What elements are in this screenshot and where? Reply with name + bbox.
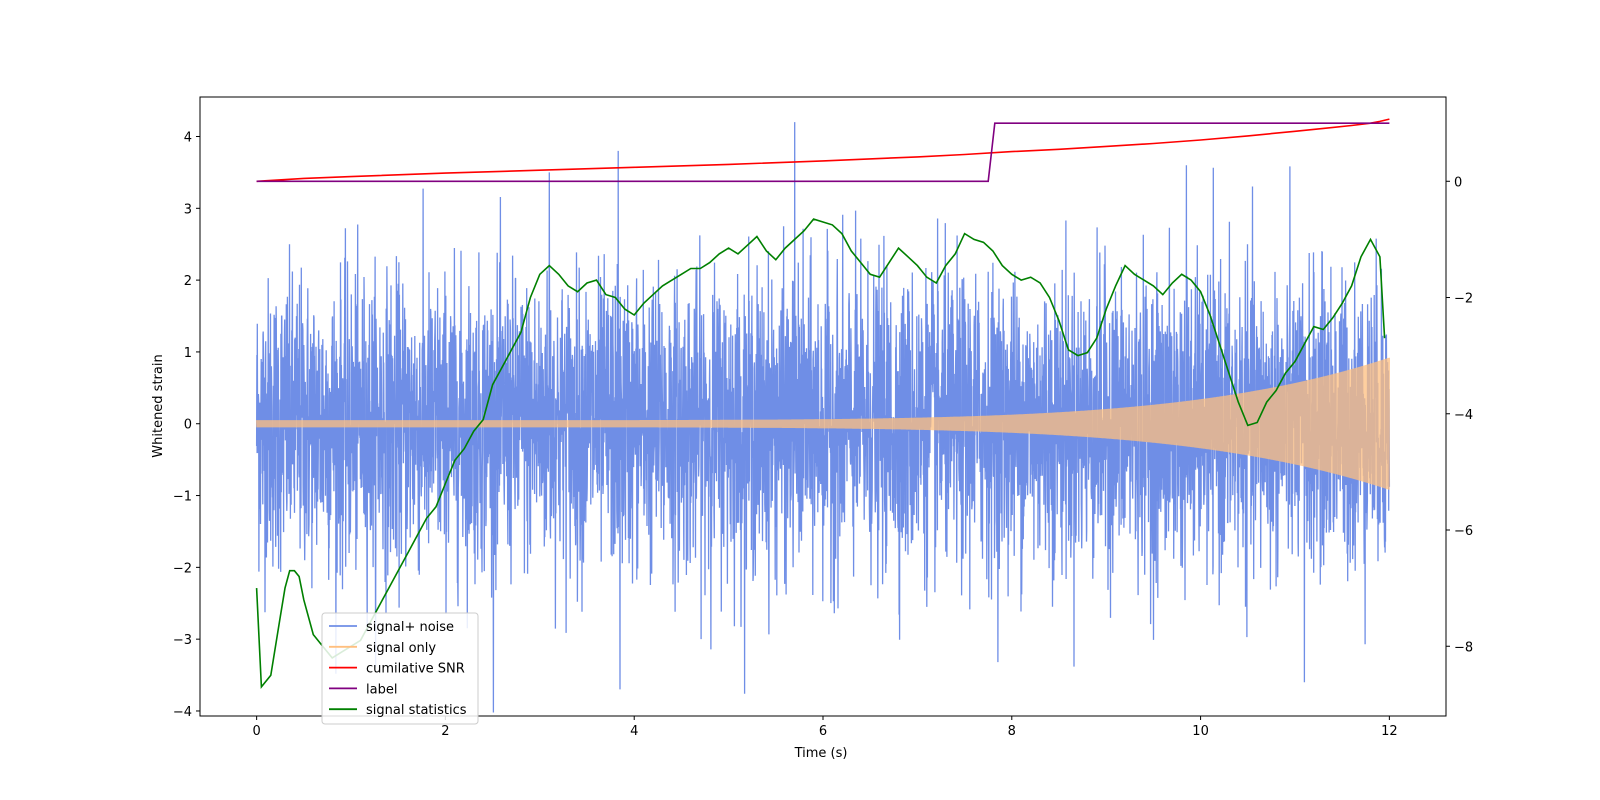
legend: signal+ noise signal only cumilative SNR la… — [321, 612, 479, 725]
y2-tick-label: −6 — [1454, 524, 1473, 539]
legend-box — [321, 612, 479, 725]
x-axis-label: Time (s) — [794, 746, 848, 761]
y-axis-label: Whitened strain — [151, 354, 166, 457]
series-label — [256, 122, 1390, 183]
y-tick-label: 0 — [184, 418, 192, 433]
y-tick-label: −2 — [173, 561, 192, 576]
y-tick-label: −4 — [173, 705, 192, 720]
y2-tick-label: −4 — [1454, 408, 1473, 423]
y-tick-label: 1 — [184, 346, 192, 361]
x-tick-label: 4 — [630, 724, 638, 739]
y-tick-label: 2 — [184, 274, 192, 289]
y-tick-label: 4 — [184, 130, 192, 145]
y-tick-label: −3 — [173, 633, 192, 648]
x-tick-label: 6 — [819, 724, 827, 739]
x-tick-label: 2 — [441, 724, 449, 739]
legend-label-signal-statistics: signal statistics — [366, 703, 467, 718]
y-axis-left: −4 −3 −2 −1 0 1 2 3 4 — [173, 130, 200, 720]
y-tick-label: −1 — [173, 490, 192, 505]
x-tick-label: 0 — [252, 724, 260, 739]
x-tick-label: 12 — [1381, 724, 1398, 739]
x-tick-label: 8 — [1008, 724, 1016, 739]
series-cumilative-snr — [256, 118, 1390, 183]
legend-label-cumilative-snr: cumilative SNR — [366, 662, 465, 677]
y2-tick-label: −2 — [1454, 292, 1473, 307]
y2-tick-label: −8 — [1454, 640, 1473, 655]
x-tick-label: 10 — [1192, 724, 1209, 739]
legend-label-label: label — [366, 682, 397, 697]
y2-tick-label: 0 — [1454, 175, 1462, 190]
x-axis: 0 2 4 6 8 10 12 — [252, 716, 1398, 739]
series-signal-noise — [255, 122, 1391, 713]
legend-label-signal-noise: signal+ noise — [366, 620, 454, 635]
series-signal-only — [256, 357, 1390, 490]
series-layer — [255, 118, 1391, 713]
y-tick-label: 3 — [184, 202, 192, 217]
series-signal-statistics — [255, 218, 1386, 690]
legend-label-signal-only: signal only — [366, 641, 436, 656]
y-axis-right: −8 −6 −4 −2 0 — [1446, 175, 1473, 655]
